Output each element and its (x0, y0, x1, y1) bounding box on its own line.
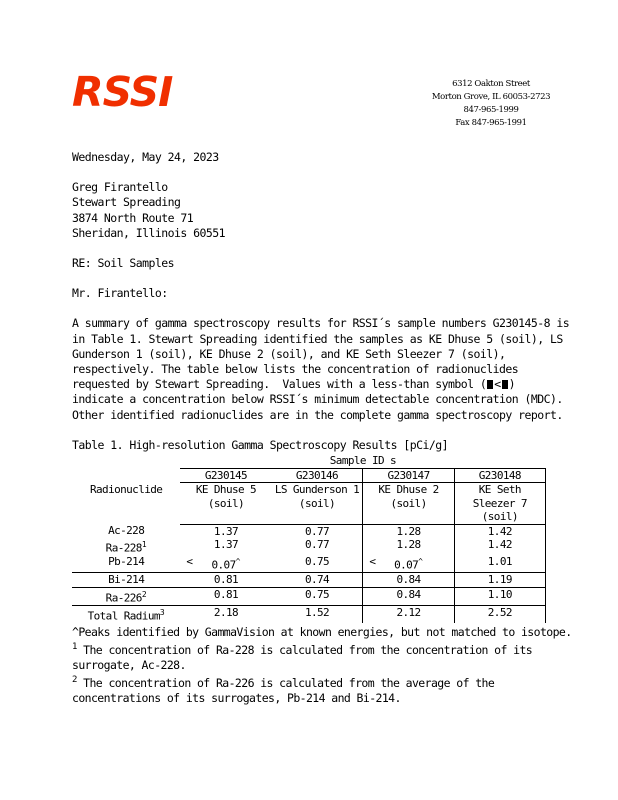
row-value: 1.28 (362, 538, 455, 556)
row-value: 1.10 (453, 586, 547, 606)
caret-marker: ^ (235, 557, 241, 567)
recipient-block: Greg Firantello Stewart Spreading 3874 N… (72, 180, 572, 241)
sample-id-4: G230148 (453, 467, 547, 484)
sample-description-3: KE Dhuse 2 (soil) (362, 482, 455, 525)
table-row: Pb-214 <0.07^ 0.75 <0.07^ 1.01 (72, 555, 547, 573)
summary-paragraph-part2: ) indicate a concentration below RSSI´s … (72, 377, 570, 422)
address-fax: Fax 847-965-1991 (455, 118, 527, 128)
row-value: 0.81 (180, 572, 272, 588)
recipient-city-state-zip: Sheridan, Illinois 60551 (72, 225, 226, 240)
recipient-company: Stewart Spreading (72, 195, 181, 210)
row-value: 1.52 (271, 605, 363, 624)
recipient-street: 3874 North Route 71 (72, 210, 194, 225)
footnote-two: 2 The concentration of Ra-226 is calcula… (72, 673, 572, 706)
salutation-block: Mr. Firantello: (72, 286, 572, 301)
sample-id-1: G230145 (180, 467, 272, 484)
row-value: 0.81 (180, 586, 272, 606)
rssi-logo: RSSI (72, 68, 173, 116)
row-value: 0.75 (271, 586, 363, 606)
row-value: 0.77 (304, 524, 330, 538)
row-nuclide-label: Ra-2281 (105, 540, 147, 555)
row-nuclide-label: Ac-228 (108, 524, 145, 538)
row-value: 0.84 (362, 586, 455, 606)
row-value: 2.52 (453, 605, 547, 624)
less-than-marker: < (186, 555, 193, 569)
row-value: 1.37 (213, 538, 239, 552)
letter-date: Wednesday, May 24, 2023 (72, 150, 219, 164)
empty-corner-cell (72, 454, 180, 468)
row-nuclide-label: Ra-2262 (72, 586, 181, 606)
row-value: 0.75 (304, 555, 330, 569)
footnote-marker: 1 (141, 540, 147, 550)
address-city-state-zip: Morton Grove, IL 60053-2723 (431, 92, 551, 102)
table-row: Total Radium3 2.18 1.52 2.12 2.52 (72, 605, 547, 624)
table-footnotes: ^Peaks identified by GammaVision at know… (72, 625, 572, 706)
row-nuclide-label: Total Radium3 (72, 605, 181, 624)
sample-id-header-row: G230145 G230146 G230147 G230148 (72, 467, 547, 484)
table-row: Bi-214 0.81 0.74 0.84 1.19 (72, 572, 547, 588)
row-value: 2.12 (362, 605, 455, 624)
re-line: RE: Soil Samples (72, 256, 175, 271)
sample-description-header-row: Radionuclide KE Dhuse 5 (soil) LS Gunder… (72, 482, 547, 525)
caret-marker: ^ (418, 557, 423, 567)
address-phone: 847-965-1999 (463, 105, 519, 115)
sample-id-3: G230147 (362, 467, 455, 484)
missing-glyph-box-left (487, 380, 494, 390)
less-than-marker: < (369, 555, 376, 569)
date-block: Wednesday, May 24, 2023 (72, 150, 572, 165)
re-block: RE: Soil Samples (72, 256, 572, 271)
row-nuclide-label: Pb-214 (108, 555, 145, 569)
footnote-two-marker: 2 (72, 675, 77, 685)
gamma-spectroscopy-results-table: Sample ID s G230145 G230146 G230147 G230… (72, 454, 547, 624)
row-value: 1.37 (213, 524, 239, 538)
radionuclide-header: Radionuclide (90, 482, 163, 496)
footnote-marker: 3 (159, 608, 165, 618)
table-caption: Table 1. High-resolution Gamma Spectrosc… (72, 437, 449, 452)
letter-body: Wednesday, May 24, 2023 Greg Firantello … (72, 150, 572, 706)
footnote-one: 1 The concentration of Ra-228 is calcula… (72, 640, 572, 673)
sample-id-group-label: Sample ID s (329, 454, 397, 468)
footnote-two-text: The concentration of Ra-226 is calculate… (72, 675, 501, 705)
row-value: <0.07^ (186, 555, 241, 572)
row-value: 0.77 (304, 538, 330, 552)
row-value: 1.42 (453, 524, 547, 539)
sample-description-4: KE Seth Sleezer 7 (soil) (453, 482, 547, 525)
summary-paragraph-part1: A summary of gamma spectroscopy results … (72, 316, 576, 392)
company-address-block: 6312 Oakton Street Morton Grove, IL 6005… (396, 78, 586, 130)
footnote-caret: ^Peaks identified by GammaVision at know… (72, 625, 572, 640)
row-value: 2.18 (180, 605, 272, 624)
radionuclide-header-spacer (72, 468, 180, 483)
row-value: 1.19 (453, 572, 547, 588)
footnote-one-marker: 1 (72, 642, 77, 653)
table-row: Ac-228 1.37 0.77 1.28 1.42 (72, 524, 547, 539)
sample-description-2: LS Gunderson 1 (soil) (271, 482, 363, 525)
table-row: Ra-2262 0.81 0.75 0.84 1.10 (72, 586, 547, 606)
letterhead: RSSI 6312 Oakton Street Morton Grove, IL… (0, 70, 618, 140)
less-than-symbol: < (494, 377, 501, 392)
row-value: 0.74 (271, 572, 363, 588)
footnote-marker: 2 (141, 589, 147, 599)
row-value: 1.28 (362, 524, 455, 539)
salutation: Mr. Firantello: (72, 286, 168, 301)
table-row: Ra-2281 1.37 0.77 1.28 1.42 (72, 538, 547, 556)
row-value: 1.01 (453, 555, 547, 573)
sample-id-group-header-row: Sample ID s (72, 454, 546, 468)
row-value: 0.84 (362, 572, 455, 588)
row-nuclide-label: Bi-214 (72, 572, 181, 588)
row-value: <0.07^ (362, 555, 455, 573)
footnote-one-text: The concentration of Ra-228 is calculate… (72, 643, 539, 672)
row-value: 1.42 (453, 538, 547, 556)
missing-glyph-box-right (501, 380, 508, 390)
sample-description-1: KE Dhuse 5 (soil) (180, 482, 272, 525)
address-street: 6312 Oakton Street (452, 79, 530, 89)
recipient-name: Greg Firantello (72, 180, 168, 195)
summary-paragraph: A summary of gamma spectroscopy results … (72, 316, 572, 422)
sample-id-2: G230146 (271, 467, 363, 484)
